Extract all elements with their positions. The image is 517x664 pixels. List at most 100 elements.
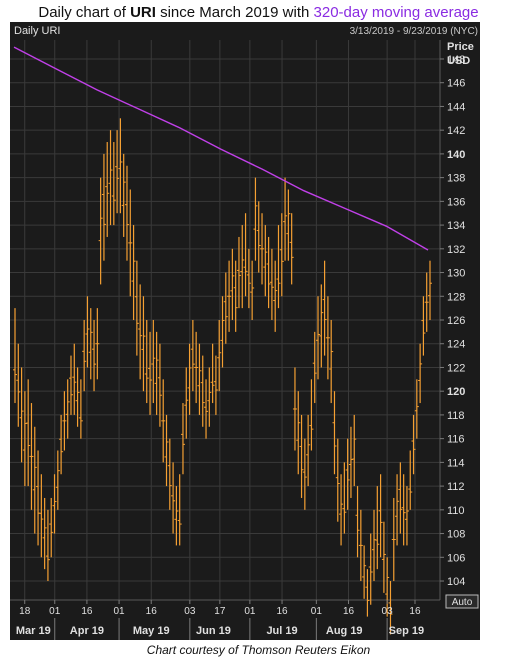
ohlc-bar [187, 343, 192, 415]
ohlc-bar [164, 414, 169, 487]
x-day-tick-label: 16 [276, 606, 288, 617]
ohlc-bar [401, 474, 406, 546]
ohlc-bar [124, 165, 129, 261]
ohlc-bar [144, 320, 149, 404]
ohlc-bar [174, 486, 179, 546]
ohlc-bar [16, 343, 21, 427]
ohlc-bar [352, 414, 357, 487]
x-month-label: Mar 19 [16, 625, 51, 637]
ohlc-bar [42, 497, 47, 570]
y-tick-label: 118 [447, 410, 465, 422]
ohlc-bar [45, 509, 50, 582]
ohlc-bar [194, 331, 199, 404]
ohlc-bar [118, 118, 123, 214]
ohlc-bar [204, 379, 209, 439]
ohlc-bar [95, 308, 100, 380]
moving-average-line [13, 46, 429, 251]
ohlc-bar [246, 248, 251, 309]
ohlc-bar [197, 343, 202, 415]
ohlc-bar [332, 391, 337, 475]
auto-scale-button[interactable] [445, 594, 479, 609]
ohlc-bar [68, 355, 73, 415]
ohlc-bar [395, 474, 400, 546]
ohlc-bar [421, 296, 426, 356]
ohlc-bar [418, 343, 423, 404]
ohlc-bar [190, 320, 195, 392]
ohlc-bar [233, 260, 238, 332]
y-axis-unit: USD [447, 55, 470, 67]
ohlc-chart[interactable]: Daily URI 3/13/2019 - 9/23/2019 (NYC) Pr… [10, 22, 480, 640]
ohlc-bar [134, 260, 139, 356]
x-month-label: Aug 19 [326, 625, 363, 637]
x-day-tick-labels: 18 01 16 01 16 03 17 01 16 01 16 03 16 [19, 600, 421, 617]
ohlc-bar [279, 213, 284, 297]
auto-scale-label: Auto [452, 597, 473, 608]
ohlc-bar [345, 438, 350, 510]
title-ticker: URI [130, 4, 156, 21]
ohlc-bar [227, 260, 232, 332]
ohlc-bar [385, 557, 390, 617]
y-tick-label: 134 [447, 220, 465, 232]
ohlc-bar [263, 225, 268, 297]
ohlc-bar [273, 260, 278, 332]
chart-background [10, 22, 480, 640]
ohlc-bar [381, 521, 386, 593]
y-tick-label: 140 [447, 149, 465, 161]
ohlc-bar [411, 414, 416, 475]
ohlc-bar [365, 569, 370, 617]
ohlc-bar [292, 367, 297, 451]
ohlc-bar [256, 201, 261, 273]
ohlc-bar [108, 130, 113, 226]
y-tick-labels: 104 106 108 110 112 114 116 118 120 122 124 126 128 1… [440, 54, 465, 588]
ohlc-bar [266, 236, 271, 309]
ohlc-bar [391, 497, 396, 582]
ohlc-bar [55, 450, 60, 510]
y-tick-label: 104 [447, 576, 465, 588]
ohlc-bar [322, 260, 327, 356]
x-day-tick-label: 03 [184, 606, 196, 617]
x-month-label: Sep 19 [389, 625, 424, 637]
chart-panel[interactable]: Daily URI 3/13/2019 - 9/23/2019 (NYC) Pr… [10, 22, 480, 640]
ohlc-bar [404, 486, 409, 546]
title-middle: since March 2019 with [160, 4, 310, 21]
x-day-tick-label: 18 [19, 606, 31, 617]
y-tick-label: 108 [447, 529, 465, 541]
ohlc-bar [378, 474, 383, 558]
ohlc-bar [13, 308, 17, 404]
ohlc-bar [161, 379, 166, 463]
gridlines [10, 40, 440, 600]
chart-caption: Chart courtesy of Thomson Reuters Eikon [146, 643, 371, 657]
ohlc-bar [98, 177, 103, 285]
y-tick-label: 130 [447, 268, 465, 280]
ohlc-bar [329, 320, 334, 404]
ohlc-bar [62, 391, 67, 451]
ohlc-bar [309, 379, 314, 451]
x-month-label: Jun 19 [196, 625, 231, 637]
ohlc-bar [49, 497, 54, 558]
chart-title: Daily chart of URI since March 2019 with… [0, 4, 517, 21]
ohlc-bar [408, 450, 413, 510]
ohlc-bar [388, 581, 393, 635]
ohlc-bar [375, 486, 380, 570]
ohlc-bars [13, 118, 432, 635]
ohlc-bar [296, 391, 301, 475]
ohlc-bar [398, 462, 403, 534]
y-tick-label: 148 [447, 54, 465, 66]
ohlc-bar [19, 367, 24, 463]
ohlc-bar [154, 331, 159, 415]
ohlc-bar [362, 545, 367, 599]
x-month-labels: Mar 19 Apr 19 May 19 Jun 19 Jul 19 Aug 19 Sep … [16, 618, 424, 640]
x-day-tick-label: 16 [81, 606, 93, 617]
ohlc-bar [223, 272, 228, 344]
title-prefix: Daily chart of [38, 4, 126, 21]
y-tick-label: 138 [447, 173, 465, 185]
ohlc-bar [335, 438, 340, 522]
ohlc-bar [243, 213, 248, 297]
ohlc-bar [78, 379, 83, 439]
ohlc-bar [358, 509, 363, 582]
ohlc-bar [236, 236, 241, 309]
y-tick-label: 142 [447, 125, 465, 137]
ohlc-bar [105, 142, 110, 237]
y-axis-label: Price [447, 41, 474, 53]
y-tick-label: 122 [447, 362, 465, 374]
